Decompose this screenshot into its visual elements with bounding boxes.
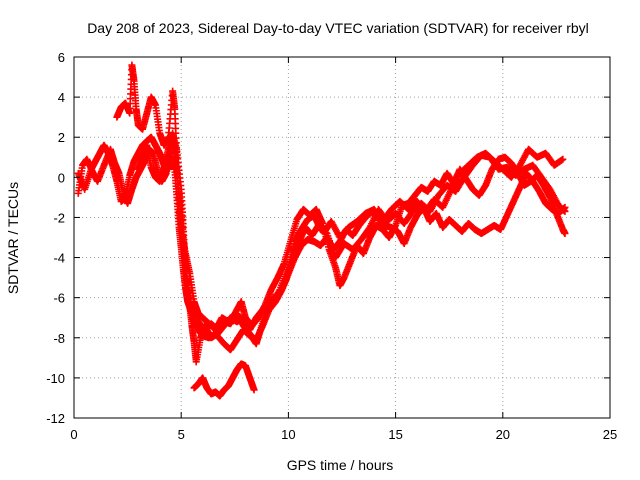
y-tick-label: -12 xyxy=(46,411,65,426)
y-tick-label: 4 xyxy=(58,90,65,105)
x-tick-label: 10 xyxy=(281,427,295,442)
series-track-4 xyxy=(134,129,569,354)
y-tick-label: 0 xyxy=(58,170,65,185)
x-tick-label: 20 xyxy=(496,427,510,442)
data-point xyxy=(561,229,569,237)
y-tick-label: -10 xyxy=(46,371,65,386)
x-tick-label: 25 xyxy=(603,427,617,442)
y-axis-label: SDTVAR / TECUs xyxy=(5,182,21,294)
plot-frame xyxy=(73,56,611,419)
y-tick-label: -4 xyxy=(53,251,65,266)
data-point xyxy=(561,203,569,211)
x-tick-label: 0 xyxy=(70,427,77,442)
series-track-5 xyxy=(190,360,258,400)
x-axis-label: GPS time / hours xyxy=(287,457,394,473)
grid xyxy=(74,57,610,418)
y-tick-label: 6 xyxy=(58,50,65,65)
y-tick-label: -6 xyxy=(53,291,65,306)
data-point xyxy=(559,155,567,163)
y-tick-label: -2 xyxy=(53,210,65,225)
data-point xyxy=(250,386,258,394)
x-tick-label: 5 xyxy=(178,427,185,442)
data-points xyxy=(74,61,569,400)
y-tick-label: -8 xyxy=(53,331,65,346)
x-tick-label: 15 xyxy=(388,427,402,442)
axis-ticks: 0 5 10 15 20 25 -12 -10 -8 -6 -4 -2 0 2 4 6 xyxy=(46,50,617,442)
y-tick-label: 2 xyxy=(58,130,65,145)
chart-title: Day 208 of 2023, Sidereal Day-to-day VTE… xyxy=(87,20,589,36)
